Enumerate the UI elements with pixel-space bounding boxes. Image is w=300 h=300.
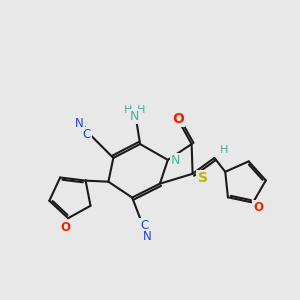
Text: O: O [253, 201, 263, 214]
Text: N: N [75, 117, 84, 130]
Text: C: C [140, 219, 148, 232]
Text: S: S [197, 171, 208, 185]
Text: N: N [130, 110, 139, 123]
Text: C: C [82, 128, 91, 141]
Text: N: N [143, 230, 152, 243]
Text: H: H [220, 145, 229, 155]
Text: H: H [137, 105, 145, 116]
Text: O: O [60, 220, 70, 234]
Text: H: H [124, 105, 132, 116]
Text: O: O [172, 112, 184, 126]
Text: N: N [171, 154, 180, 167]
